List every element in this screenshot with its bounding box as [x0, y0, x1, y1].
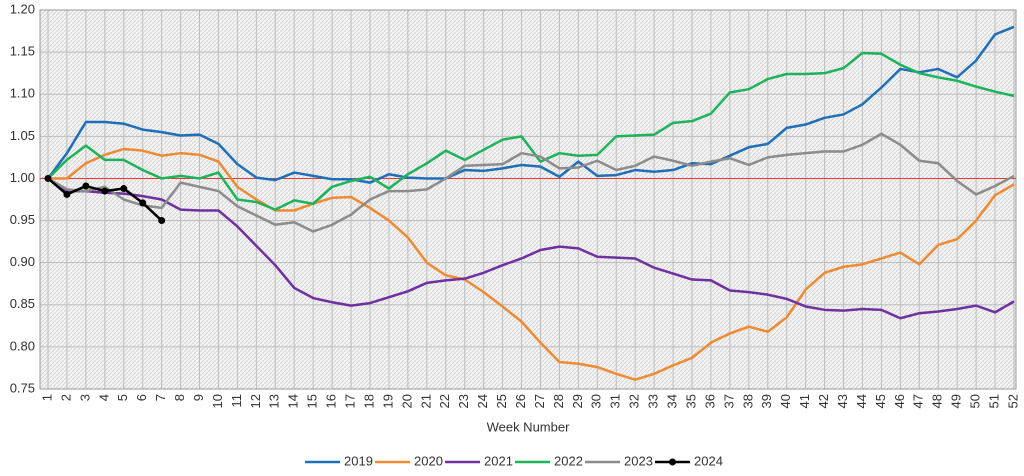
y-tick-label: 1.05: [10, 128, 35, 143]
series-line: [47, 51, 1015, 211]
y-tick-label: 0.85: [10, 296, 35, 311]
x-tick-label: 9: [191, 394, 206, 401]
x-tick-label: 14: [286, 394, 301, 408]
x-tick-label: 23: [456, 394, 471, 408]
legend-label: 2022: [554, 453, 583, 468]
x-tick-label: 6: [134, 394, 149, 401]
x-tick-label: 33: [646, 394, 661, 408]
x-tick-label: 10: [210, 394, 225, 408]
x-tick-label: 15: [305, 394, 320, 408]
series-line: [47, 177, 1015, 320]
x-tick-label: 7: [153, 394, 168, 401]
x-tick-label: 17: [342, 394, 357, 408]
x-tick-label: 41: [797, 394, 812, 408]
x-tick-label: 32: [627, 394, 642, 408]
x-tick-label: 52: [1005, 394, 1020, 408]
x-tick-label: 35: [683, 394, 698, 408]
x-tick-label: 37: [721, 394, 736, 408]
x-tick-label: 11: [229, 394, 244, 408]
y-tick-label: 0.80: [10, 338, 35, 353]
legend-label: 2023: [624, 453, 653, 468]
y-tick-label: 1.15: [10, 44, 35, 59]
x-tick-label: 1: [39, 394, 54, 401]
series-marker: [82, 182, 90, 190]
x-tick-label: 50: [968, 394, 983, 408]
y-tick-label: 1.10: [10, 86, 35, 101]
x-tick-label: 21: [418, 394, 433, 408]
x-tick-label: 48: [930, 394, 945, 408]
x-tick-label: 25: [494, 394, 509, 408]
y-tick-label: 0.75: [10, 380, 35, 395]
y-tick-label: 1.20: [10, 1, 35, 16]
series-line: [47, 132, 1015, 233]
x-tick-label: 26: [513, 394, 528, 408]
x-tick-label: 42: [816, 394, 831, 408]
x-tick-label: 51: [986, 394, 1001, 408]
x-tick-label: 12: [248, 394, 263, 408]
x-tick-label: 49: [949, 394, 964, 408]
x-tick-label: 43: [835, 394, 850, 408]
x-tick-label: 19: [380, 394, 395, 408]
x-axis-label: Week Number: [487, 419, 571, 434]
x-tick-label: 18: [361, 394, 376, 408]
y-tick-label: 0.95: [10, 212, 35, 227]
series-marker: [139, 199, 147, 207]
series-marker: [120, 185, 128, 193]
series-line: [48, 147, 1015, 381]
x-tick-label: 2: [58, 394, 73, 401]
x-tick-label: 3: [77, 394, 92, 401]
x-tick-label: 27: [532, 394, 547, 408]
x-tick-label: 22: [437, 394, 452, 408]
x-tick-label: 4: [96, 394, 111, 401]
legend-label: 2019: [344, 453, 373, 468]
x-tick-label: 29: [570, 394, 585, 408]
x-tick-label: 39: [759, 394, 774, 408]
x-tick-label: 46: [892, 394, 907, 408]
x-tick-label: 5: [115, 394, 130, 401]
series-marker: [44, 174, 52, 182]
x-tick-label: 31: [608, 394, 623, 408]
legend-label: 2020: [414, 453, 443, 468]
legend-marker: [669, 458, 676, 466]
x-tick-label: 16: [324, 394, 339, 408]
series-marker: [101, 187, 109, 195]
series-line: [46, 25, 1015, 184]
series-marker: [63, 190, 71, 198]
plot-area: [40, 10, 1016, 389]
legend-label: 2021: [484, 453, 513, 468]
x-tick-label: 28: [551, 394, 566, 408]
x-tick-label: 44: [854, 394, 869, 408]
x-tick-label: 47: [911, 394, 926, 408]
series-marker: [158, 217, 166, 225]
plot-border: [39, 9, 1017, 390]
x-tick-label: 36: [702, 394, 717, 408]
x-tick-label: 45: [873, 394, 888, 408]
x-tick-label: 8: [172, 394, 187, 401]
x-tick-label: 34: [664, 394, 679, 408]
x-tick-label: 13: [267, 394, 282, 408]
x-tick-label: 30: [589, 394, 604, 408]
y-tick-label: 0.90: [10, 254, 35, 269]
x-tick-label: 24: [475, 394, 490, 408]
x-tick-label: 40: [778, 394, 793, 408]
x-tick-label: 38: [740, 394, 755, 408]
legend-label: 2024: [694, 453, 723, 468]
x-tick-label: 20: [399, 394, 414, 408]
y-tick-label: 1.00: [10, 170, 35, 185]
